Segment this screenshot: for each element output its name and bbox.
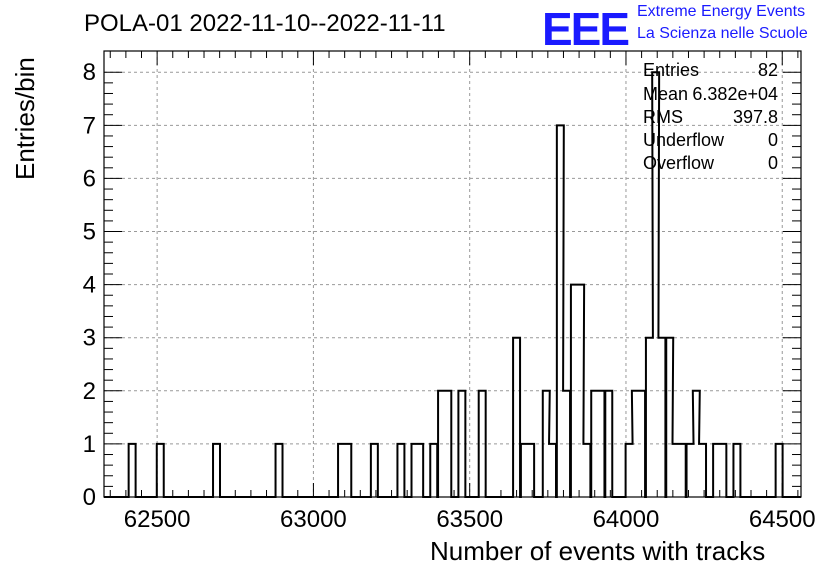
histogram-bin: [563, 391, 570, 497]
chart-title: POLA-01 2022-11-10--2022-11-11: [84, 10, 446, 37]
histogram-bin: [638, 391, 645, 497]
histogram-bin: [776, 444, 783, 497]
histogram-bin: [416, 444, 423, 497]
histogram-bin: [699, 444, 706, 497]
histogram-bin: [658, 338, 665, 497]
histogram-bin: [157, 444, 164, 497]
tick-labels: 0 1 2 3 4 5 6 7 8 62500 63000 63500 64000 64500: [83, 59, 816, 533]
y-tick-label: 1: [83, 431, 96, 458]
axis-ticks: [104, 51, 801, 498]
histogram-bin: [713, 444, 720, 497]
y-tick-label: 8: [83, 59, 96, 86]
stat-mean-label: Mean: [643, 84, 689, 104]
stat-underflow-label: Underflow: [643, 130, 725, 150]
stat-entries-value: 82: [757, 60, 778, 80]
logo-line-1: Extreme Energy Events: [637, 3, 806, 20]
histogram-bin: [430, 444, 437, 497]
stat-underflow-value: 0: [767, 130, 778, 150]
histogram-bin: [371, 444, 378, 497]
histogram-bin: [679, 444, 686, 497]
y-tick-label: 5: [83, 219, 96, 246]
y-tick-label: 3: [83, 325, 96, 352]
stat-overflow-label: Overflow: [643, 153, 715, 173]
histogram-bin: [521, 444, 528, 497]
stat-entries-label: Entries: [643, 60, 700, 80]
x-tick-label: 63000: [280, 506, 347, 533]
histogram-bin: [605, 391, 612, 497]
x-tick-label: 64000: [593, 506, 660, 533]
stat-rms-value: 397.8: [732, 107, 778, 127]
histogram-bin: [549, 444, 556, 497]
y-tick-label: 2: [83, 378, 96, 405]
histogram-bin: [597, 391, 604, 497]
histogram-bin: [513, 338, 520, 497]
histogram-bin: [733, 444, 740, 497]
histogram-bin: [344, 444, 351, 497]
eee-logo: EEE: [542, 3, 630, 55]
histogram-bin: [479, 391, 486, 497]
y-tick-label: 6: [83, 165, 96, 192]
y-axis-label: Entries/bin: [10, 57, 40, 180]
y-tick-label: 4: [83, 272, 96, 299]
histogram-bin: [338, 444, 345, 497]
histogram-bin: [438, 391, 445, 497]
stat-mean-value: 6.382e+04: [692, 84, 778, 104]
y-tick-label: 0: [83, 484, 96, 511]
grid-lines: [104, 51, 801, 497]
histogram-bin: [397, 444, 404, 497]
histogram-bin: [687, 444, 694, 497]
histogram-bin: [213, 444, 220, 497]
histogram-bin: [444, 391, 451, 497]
histogram-bin: [129, 444, 136, 497]
histogram-bin: [646, 338, 653, 497]
histogram-bin: [527, 444, 534, 497]
histogram-bin: [571, 285, 578, 497]
x-axis-label: Number of events with tracks: [430, 536, 766, 566]
histogram-bin: [626, 444, 633, 497]
histogram-bin: [719, 444, 726, 497]
histogram-bin: [276, 444, 283, 497]
x-tick-label: 62500: [124, 506, 191, 533]
histogram-bin: [458, 391, 465, 497]
histogram-bin: [583, 444, 590, 497]
x-tick-label: 63500: [436, 506, 503, 533]
histogram-bin: [672, 444, 679, 497]
logo-line-2: La Scienza nelle Scuole: [637, 25, 808, 42]
y-tick-label: 7: [83, 112, 96, 139]
x-tick-label: 64500: [749, 506, 816, 533]
histogram-bin: [591, 391, 598, 497]
stat-rms-label: RMS: [643, 107, 683, 127]
stat-overflow-value: 0: [767, 153, 778, 173]
